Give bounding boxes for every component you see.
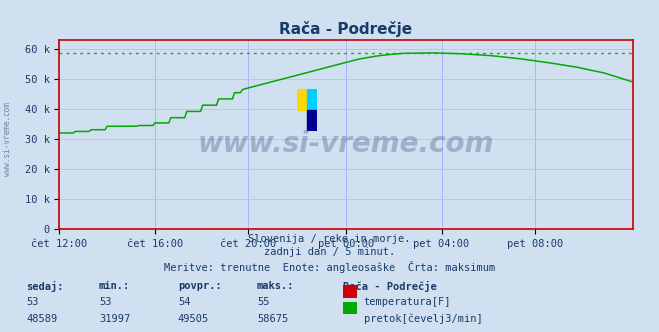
Text: 55: 55 [257, 297, 270, 307]
Text: 31997: 31997 [99, 314, 130, 324]
Text: 53: 53 [99, 297, 111, 307]
Text: www.si-vreme.com: www.si-vreme.com [198, 130, 494, 158]
Text: Meritve: trenutne  Enote: angleosaške  Črta: maksimum: Meritve: trenutne Enote: angleosaške Črt… [164, 261, 495, 273]
Text: Slovenija / reke in morje.: Slovenija / reke in morje. [248, 234, 411, 244]
Text: 49505: 49505 [178, 314, 209, 324]
Title: Rača - Podrečje: Rača - Podrečje [279, 21, 413, 37]
Text: min.:: min.: [99, 281, 130, 290]
Text: zadnji dan / 5 minut.: zadnji dan / 5 minut. [264, 247, 395, 257]
Text: maks.:: maks.: [257, 281, 295, 290]
Text: povpr.:: povpr.: [178, 281, 221, 290]
Text: 48589: 48589 [26, 314, 57, 324]
Text: pretok[čevelj3/min]: pretok[čevelj3/min] [364, 314, 482, 324]
Text: Rača - Podrečje: Rača - Podrečje [343, 281, 436, 291]
Text: 54: 54 [178, 297, 190, 307]
Text: 58675: 58675 [257, 314, 288, 324]
Text: temperatura[F]: temperatura[F] [364, 297, 451, 307]
Text: 53: 53 [26, 297, 39, 307]
Text: www.si-vreme.com: www.si-vreme.com [3, 103, 13, 176]
Text: sedaj:: sedaj: [26, 281, 64, 291]
